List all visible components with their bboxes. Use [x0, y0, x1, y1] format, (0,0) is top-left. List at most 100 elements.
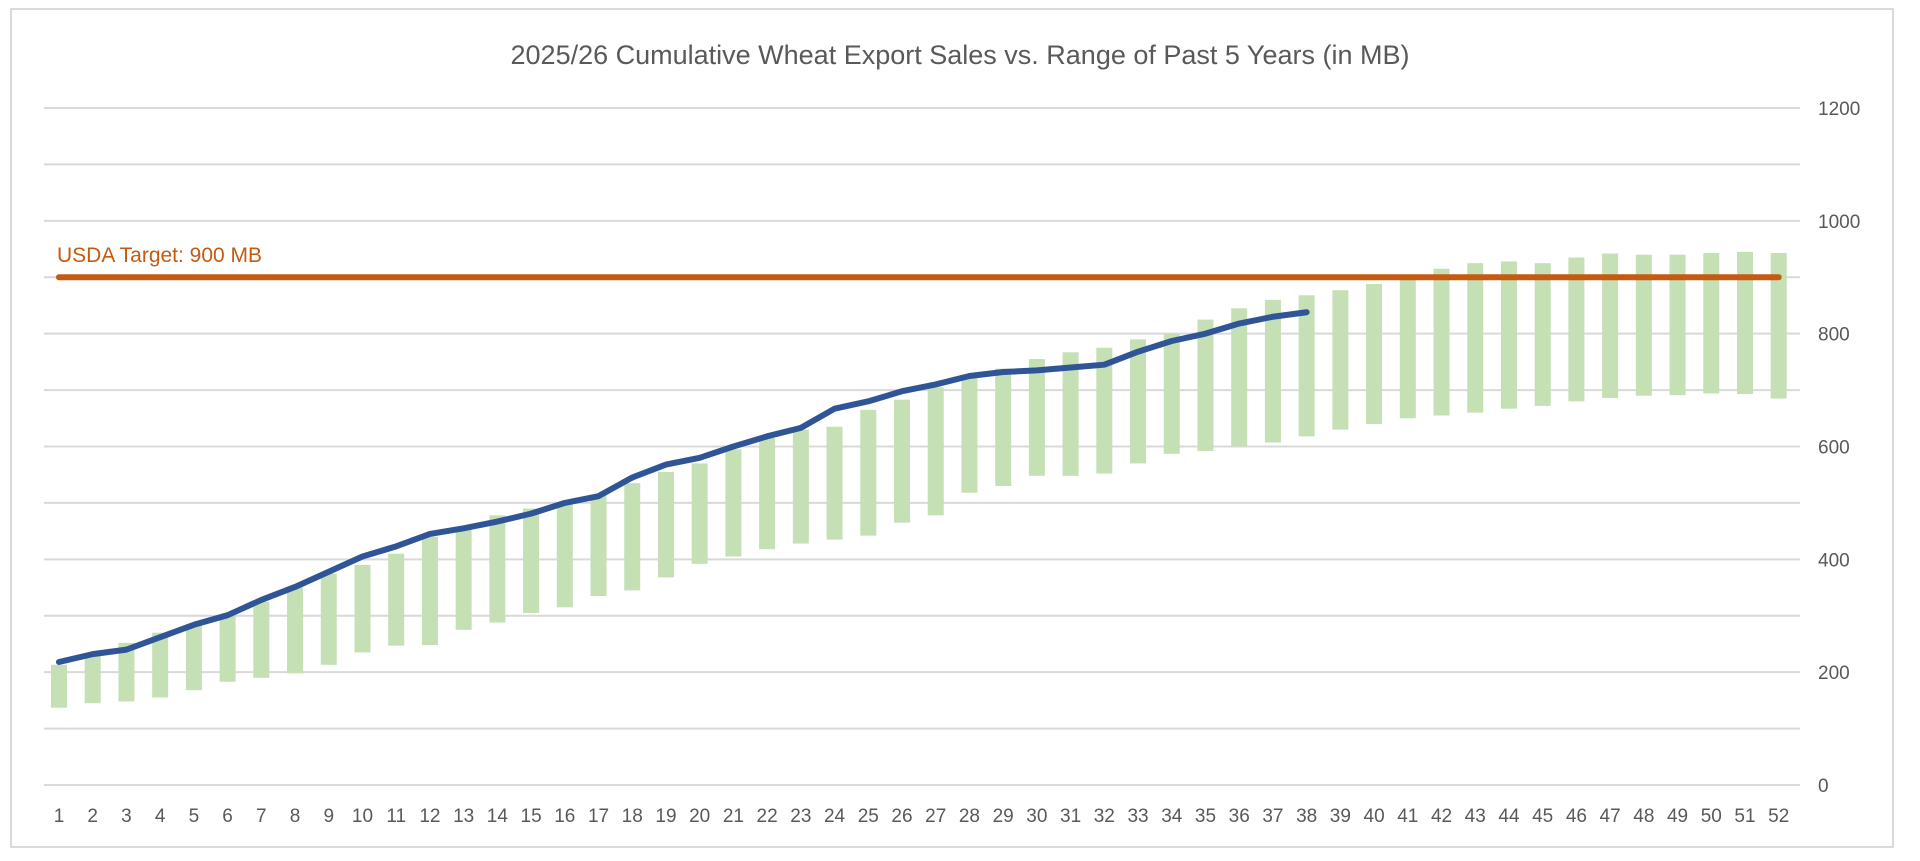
x-tick-label: 39 [1330, 806, 1351, 827]
x-tick-label: 15 [521, 806, 542, 827]
sales-line [56, 309, 1310, 666]
range-bar [1737, 251, 1753, 395]
range-bar [253, 601, 270, 678]
x-tick-label: 18 [622, 806, 643, 827]
range-bar [1197, 319, 1214, 452]
range-bar [84, 654, 101, 704]
usda-target-label: USDA Target: 900 MB [57, 244, 262, 267]
x-tick-label: 23 [790, 806, 811, 827]
x-tick-label: 24 [824, 806, 846, 827]
x-tick-label: 26 [891, 806, 912, 827]
range-bar [1231, 308, 1248, 447]
range-bar [894, 399, 910, 523]
range-bar [388, 553, 405, 646]
x-tick-label: 43 [1465, 806, 1486, 827]
x-tick-label: 36 [1229, 806, 1250, 827]
range-bar [185, 624, 202, 691]
x-tick-label: 25 [858, 806, 879, 827]
x-tick-label: 20 [689, 806, 710, 827]
x-tick-label: 3 [121, 806, 132, 827]
x-tick-label: 31 [1060, 806, 1081, 827]
range-bar [219, 615, 236, 682]
range-bar [691, 463, 708, 564]
x-tick-label: 16 [554, 806, 575, 827]
x-tick-label: 35 [1195, 806, 1216, 827]
chart-frame [10, 8, 1894, 848]
y-tick-label: 600 [1818, 438, 1850, 459]
y-tick-label: 200 [1818, 663, 1850, 684]
x-tick-label: 19 [655, 806, 676, 827]
x-tick-label: 48 [1633, 806, 1654, 827]
x-tick-label: 10 [352, 806, 373, 827]
x-tick-label: 17 [588, 806, 609, 827]
x-tick-label: 2 [87, 806, 98, 827]
x-tick-label: 46 [1566, 806, 1587, 827]
chart-title: 2025/26 Cumulative Wheat Export Sales vs… [511, 40, 1410, 70]
x-tick-label: 5 [189, 806, 200, 827]
x-tick-label: 29 [993, 806, 1014, 827]
x-tick-label: 34 [1161, 806, 1183, 827]
range-bar [860, 409, 877, 536]
x-tick-label: 51 [1734, 806, 1755, 827]
y-axis: 0 200 400 600 800 1000 1200 [1818, 99, 1860, 797]
x-tick-label: 7 [256, 806, 267, 827]
range-bar [51, 664, 67, 708]
range-bar [1433, 268, 1450, 416]
range-bar [118, 642, 135, 702]
y-tick-label: 0 [1818, 776, 1829, 797]
x-tick-label: 11 [386, 806, 406, 827]
x-tick-label: 13 [453, 806, 474, 827]
range-bar [489, 515, 506, 623]
range-bar [995, 368, 1012, 486]
x-tick-label: 40 [1364, 806, 1385, 827]
range-bar [421, 536, 438, 646]
y-tick-label: 1200 [1818, 99, 1860, 120]
x-tick-label: 22 [757, 806, 778, 827]
y-tick-label: 800 [1818, 325, 1850, 346]
sales-line-path [56, 309, 1310, 666]
range-bar [556, 502, 573, 608]
range-bar [1703, 252, 1720, 394]
range-bar [152, 632, 169, 698]
x-tick-label: 33 [1127, 806, 1148, 827]
range-bar [1770, 252, 1787, 399]
range-bar [1264, 299, 1281, 443]
range-bar [1500, 261, 1517, 409]
range-bar [287, 587, 304, 674]
range-bar [657, 471, 674, 578]
y-tick-label: 1000 [1818, 212, 1860, 233]
range-bar [1298, 295, 1315, 437]
x-tick-label: 42 [1431, 806, 1452, 827]
range-bar [792, 429, 809, 544]
x-tick-label: 4 [155, 806, 166, 827]
x-tick-label: 21 [723, 806, 744, 827]
y-tick-label: 400 [1818, 550, 1850, 571]
range-bar [320, 573, 337, 665]
x-tick-label: 1 [54, 806, 65, 827]
x-tick-label: 50 [1701, 806, 1722, 827]
range-bar [1163, 333, 1180, 454]
x-tick-label: 37 [1262, 806, 1283, 827]
range-bar [354, 564, 371, 653]
range-bar [1399, 278, 1416, 419]
gridlines [44, 107, 1800, 786]
range-bar [1332, 290, 1349, 430]
range-bar [961, 377, 978, 493]
range-bar [455, 526, 472, 630]
range-bars [51, 251, 1787, 708]
range-bar [1602, 253, 1619, 398]
x-axis: 1 2 3 4 5 6 7 8 9 10 11 12 13 14 15 16 17 18 19 20 21 22 23 24 2… [54, 806, 1790, 827]
x-tick-label: 44 [1498, 806, 1520, 827]
x-tick-label: 28 [959, 806, 980, 827]
x-tick-label: 52 [1768, 806, 1789, 827]
range-bar [1669, 254, 1686, 396]
range-bar [590, 494, 607, 597]
range-bar [826, 426, 843, 540]
x-tick-label: 30 [1026, 806, 1047, 827]
x-tick-label: 45 [1532, 806, 1553, 827]
range-bar [523, 508, 540, 613]
range-bar [1130, 339, 1147, 464]
range-bar [927, 387, 944, 516]
range-bar [1635, 254, 1652, 396]
